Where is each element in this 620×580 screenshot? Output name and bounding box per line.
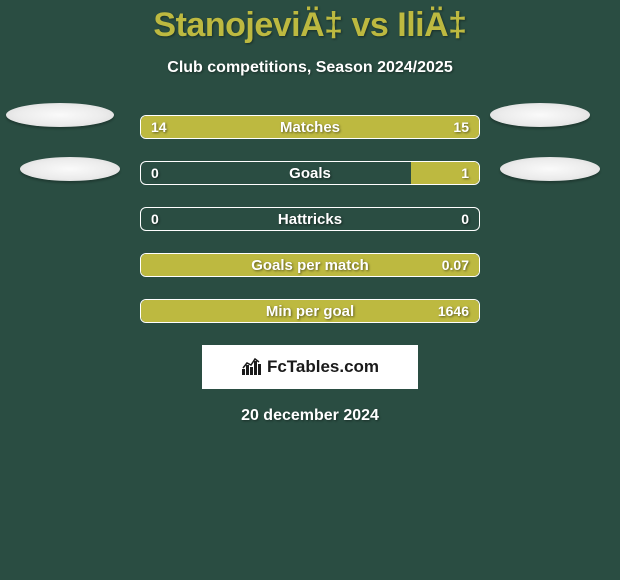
stat-label: Goals per match bbox=[141, 254, 479, 276]
stat-value-right: 1646 bbox=[438, 300, 469, 322]
stat-value-right: 0.07 bbox=[442, 254, 469, 276]
player-shadow bbox=[6, 103, 114, 127]
stat-row: Goals per match0.07 bbox=[140, 253, 480, 277]
stat-value-right: 15 bbox=[453, 116, 469, 138]
stat-label: Hattricks bbox=[141, 208, 479, 230]
stat-value-left: 14 bbox=[151, 116, 167, 138]
stat-value-left: 0 bbox=[151, 208, 159, 230]
stat-label: Goals bbox=[141, 162, 479, 184]
stat-value-right: 0 bbox=[461, 208, 469, 230]
footer-date: 20 december 2024 bbox=[0, 407, 620, 425]
player-shadow bbox=[490, 103, 590, 127]
player-shadow bbox=[500, 157, 600, 181]
stat-row: Goals0 1 bbox=[140, 161, 480, 185]
stat-row: Matches14 15 bbox=[140, 115, 480, 139]
bar-chart-icon bbox=[241, 357, 263, 377]
stat-value-right: 1 bbox=[461, 162, 469, 184]
stat-row: Min per goal1646 bbox=[140, 299, 480, 323]
logo-box: FcTables.com bbox=[202, 345, 418, 389]
stat-row: Hattricks0 0 bbox=[140, 207, 480, 231]
stat-label: Min per goal bbox=[141, 300, 479, 322]
page-subtitle: Club competitions, Season 2024/2025 bbox=[0, 59, 620, 77]
stat-value-left: 0 bbox=[151, 162, 159, 184]
logo-text: FcTables.com bbox=[267, 357, 379, 377]
root: StanojeviÄ‡ vs IliÄ‡ Club competitions, … bbox=[0, 0, 620, 425]
page-title: StanojeviÄ‡ vs IliÄ‡ bbox=[0, 6, 620, 45]
stat-label: Matches bbox=[141, 116, 479, 138]
logo: FcTables.com bbox=[241, 357, 379, 377]
player-shadow bbox=[20, 157, 120, 181]
comparison-chart: Matches1415Goals01Hattricks00Goals per m… bbox=[0, 115, 620, 323]
